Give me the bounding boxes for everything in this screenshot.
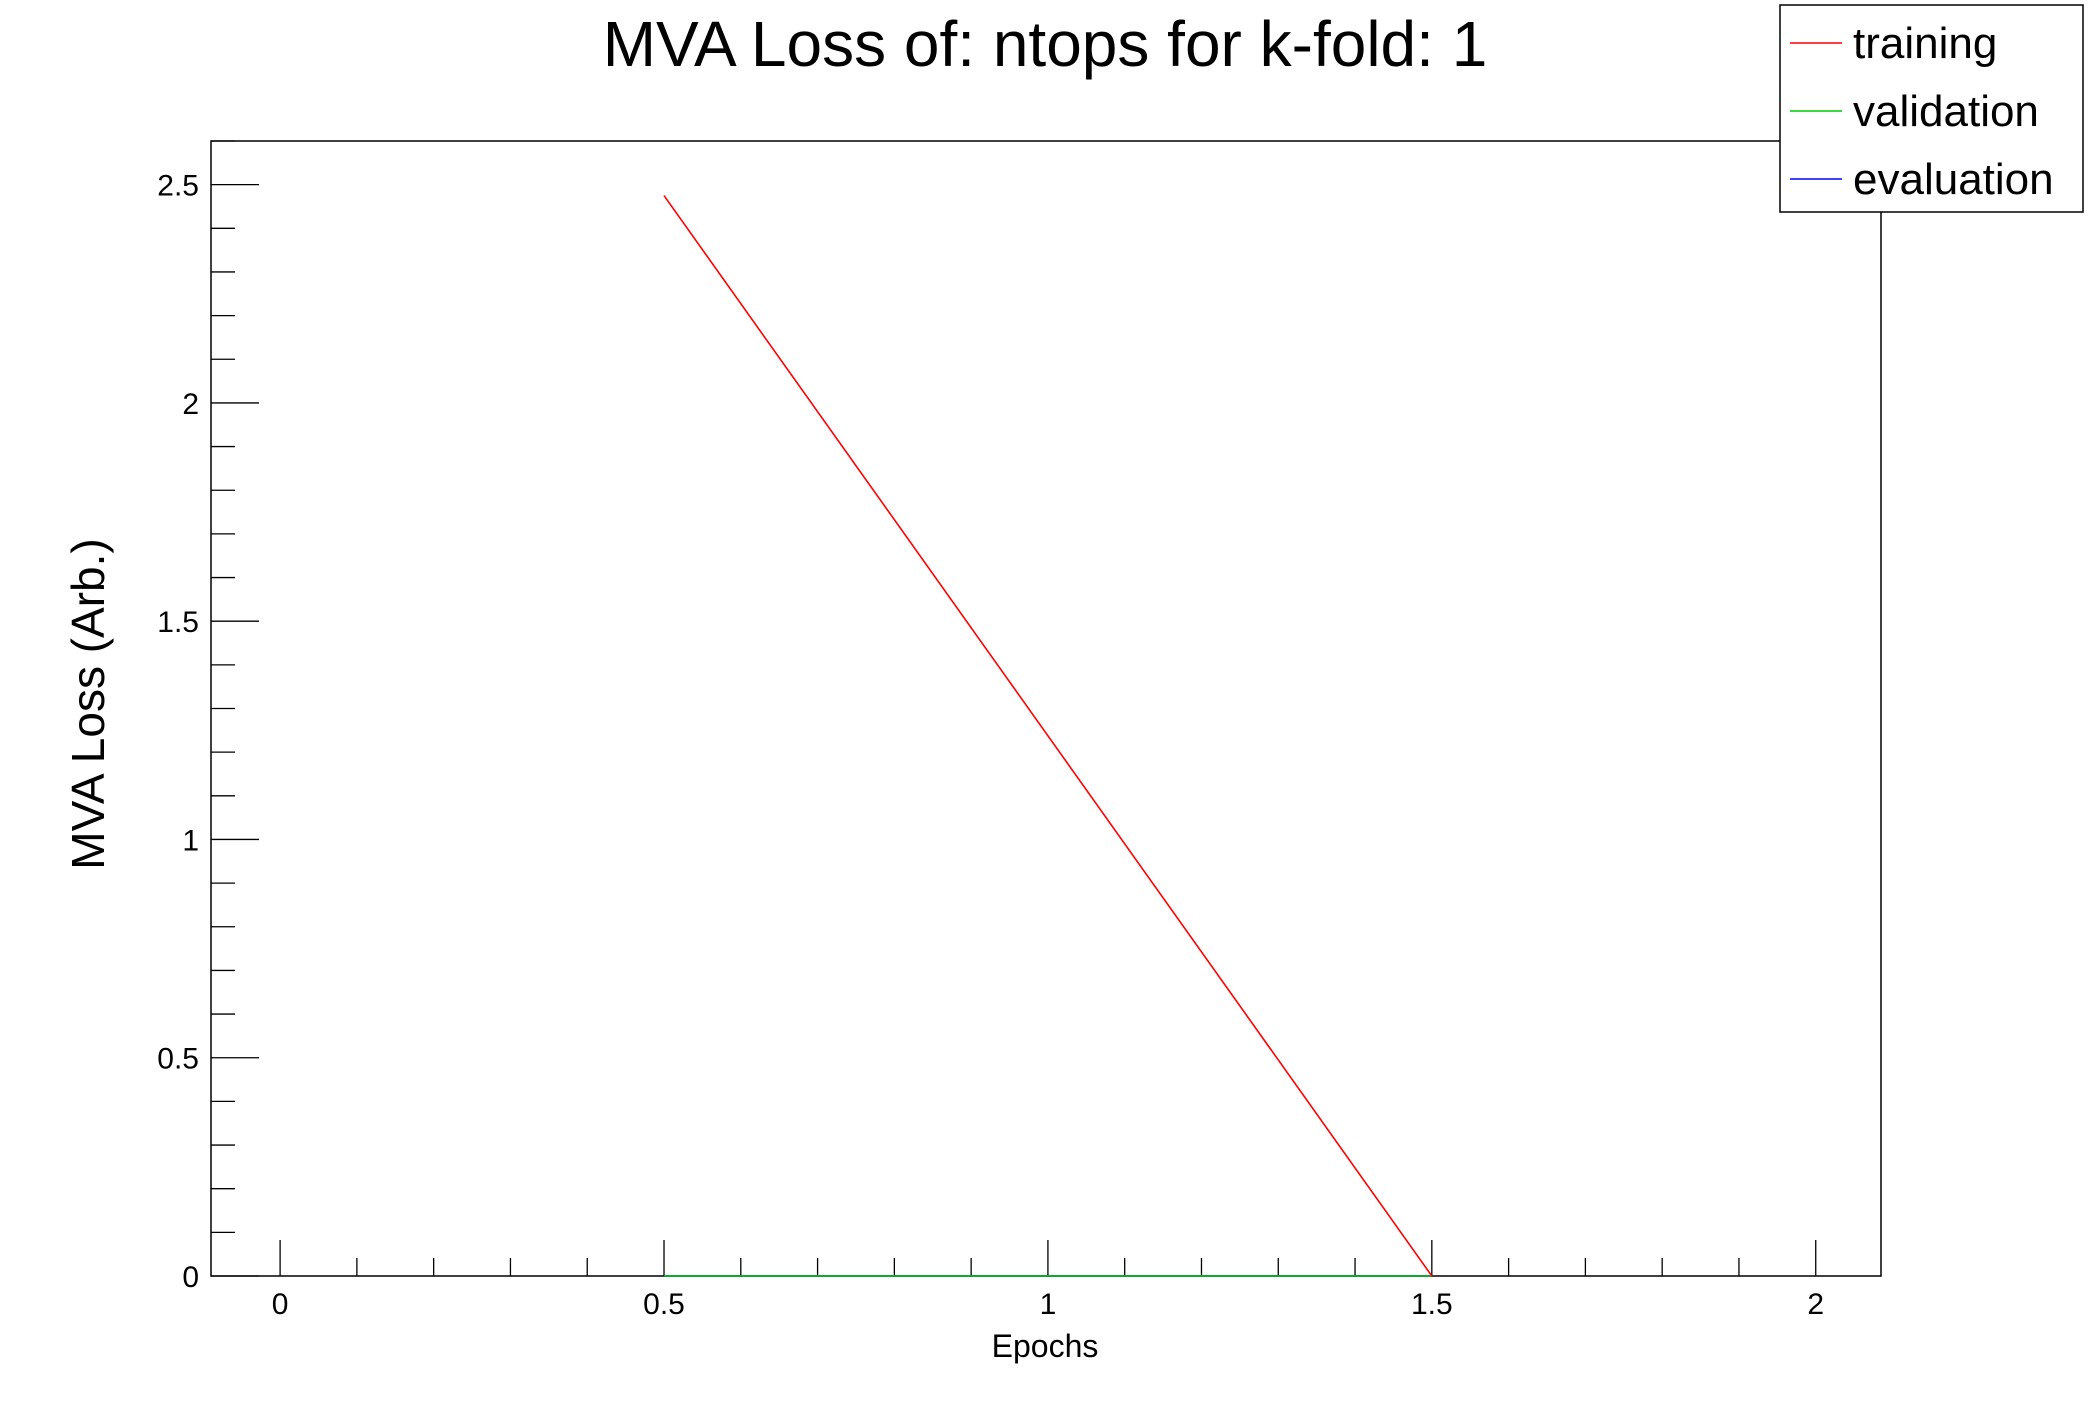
y-tick-label: 2.5 — [157, 170, 199, 203]
x-tick-label: 0 — [272, 1288, 289, 1321]
plot-frame — [210, 140, 1882, 1277]
y-axis-label: MVA Loss (Arb.) — [62, 538, 114, 869]
x-tick-label: 0.5 — [643, 1288, 685, 1321]
chart-title: MVA Loss of: ntops for k-fold: 1 — [603, 8, 1488, 80]
x-tick-label: 2 — [1807, 1288, 1824, 1321]
legend-label-evaluation: evaluation — [1853, 155, 2054, 204]
y-tick-label: 1.5 — [157, 606, 199, 639]
legend: training validation evaluation — [1779, 4, 2084, 213]
x-axis-label: Epochs — [992, 1328, 1099, 1364]
y-axis-ticks: 0 0.5 1 1.5 2 2.5 — [157, 140, 259, 1294]
series-line-training — [663, 195, 1433, 1277]
series-lines — [663, 195, 1433, 1277]
y-tick-label: 0 — [182, 1261, 199, 1294]
y-tick-label: 0.5 — [157, 1043, 199, 1076]
x-tick-label: 1 — [1040, 1288, 1057, 1321]
legend-label-training: training — [1853, 19, 1997, 68]
y-tick-label: 2 — [182, 388, 199, 421]
legend-box — [1779, 4, 2084, 213]
y-tick-label: 1 — [182, 824, 199, 857]
legend-label-validation: validation — [1853, 87, 2039, 136]
x-axis-ticks: 0 0.5 1 1.5 2 — [272, 1240, 1824, 1321]
x-tick-label: 1.5 — [1411, 1288, 1453, 1321]
